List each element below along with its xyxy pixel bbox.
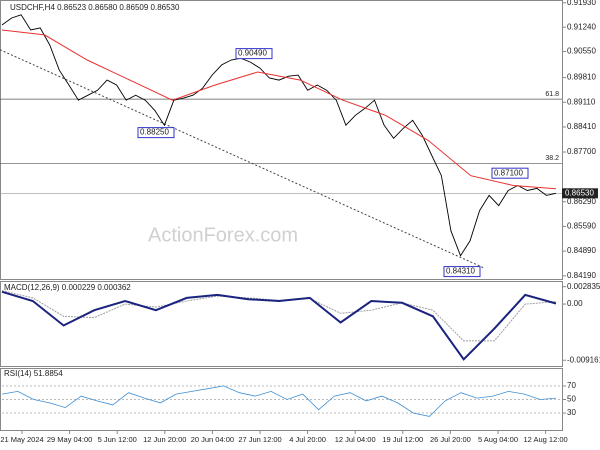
chart-title: USDCHF,H4 0.86523 0.86580 0.86509 0.8653… <box>10 3 180 12</box>
y-tick-label: -0.009161 <box>567 355 600 364</box>
level-label: 38.2 <box>545 155 559 162</box>
series-line <box>1 29 557 190</box>
series-line <box>1 290 557 361</box>
annotation-box <box>235 48 273 60</box>
y-tick-label: 0.84190 <box>567 271 596 280</box>
x-tick-label: 4 Jul 20:00 <box>289 435 326 444</box>
y-tick-label: 0.85590 <box>567 222 596 231</box>
macd-panel <box>0 281 563 367</box>
annotation-box <box>443 266 481 278</box>
y-tick-label: 30 <box>567 408 576 417</box>
x-tick-label: 12 Aug 12:00 <box>523 435 567 444</box>
x-tick-label: 20 Jun 04:00 <box>191 435 234 444</box>
x-tick-label: 5 Jun 12:00 <box>98 435 137 444</box>
series-line <box>1 385 557 417</box>
y-tick-label: 0.00 <box>567 299 583 308</box>
x-tick-label: 29 May 04:00 <box>47 435 92 444</box>
level-label: 61.8 <box>545 91 559 98</box>
series-line <box>1 14 557 257</box>
y-tick-label: 0.84890 <box>567 246 596 255</box>
annotation-box <box>137 127 175 139</box>
current-label: 0.86530 <box>565 188 594 197</box>
y-tick-label: 0.91240 <box>567 22 596 31</box>
x-tick-label: 21 May 2024 <box>0 435 43 444</box>
y-tick-label: 0.002835 <box>567 282 600 291</box>
series-line <box>1 290 557 342</box>
annotation-label: 0.88250 <box>140 128 169 137</box>
x-tick-label: 19 Jul 12:00 <box>382 435 423 444</box>
macd-title: MACD(12,26,9) 0.000229 0.000362 <box>4 283 131 292</box>
y-tick-label: 50 <box>567 395 576 404</box>
main-panel <box>0 0 563 280</box>
y-tick-label: 0.89110 <box>567 97 596 106</box>
x-tick-label: 27 Jun 12:00 <box>238 435 281 444</box>
x-tick-label: 12 Jun 20:00 <box>143 435 186 444</box>
y-tick-label: 0.91930 <box>567 0 596 7</box>
annotation-label: 0.87100 <box>494 168 523 177</box>
x-tick-label: 12 Jul 04:00 <box>335 435 376 444</box>
annotation-label: 0.84310 <box>446 267 475 276</box>
annotation-label: 0.90490 <box>238 49 267 58</box>
rsi-title: RSI(14) 51.8854 <box>4 369 63 378</box>
current-box <box>562 188 598 199</box>
x-tick-label: 5 Aug 04:00 <box>478 435 518 444</box>
x-tick-label: 26 Jul 20:00 <box>430 435 471 444</box>
y-tick-label: 0.86290 <box>567 197 596 206</box>
annotation-box <box>491 167 529 179</box>
trendline <box>0 49 486 269</box>
watermark: ActionForex.com <box>148 224 298 246</box>
y-tick-label: 70 <box>567 381 576 390</box>
y-tick-label: 0.90550 <box>567 47 596 56</box>
y-tick-label: 0.88410 <box>567 122 596 131</box>
y-tick-label: 0.89810 <box>567 73 596 82</box>
y-tick-label: 0.87700 <box>567 147 596 156</box>
